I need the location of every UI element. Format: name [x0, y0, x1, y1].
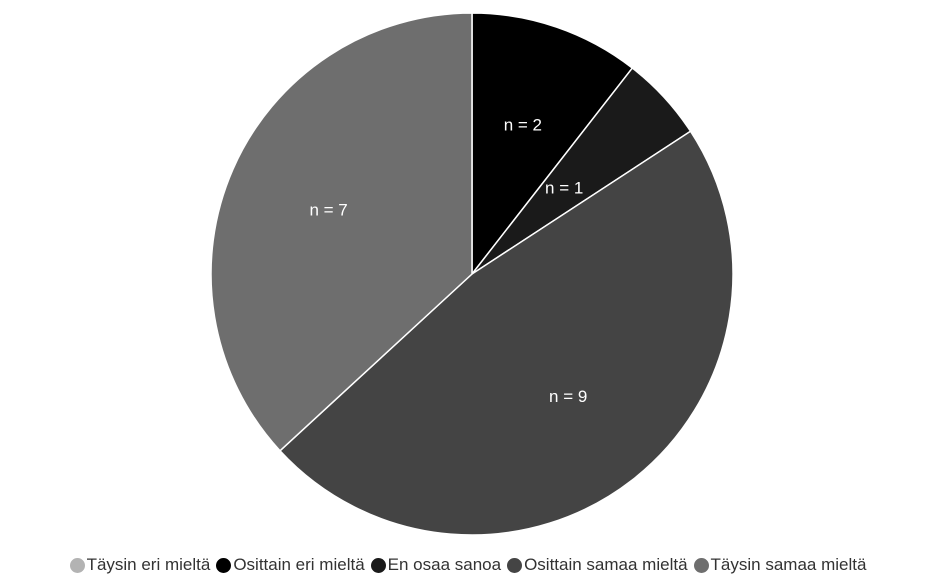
- legend-item-5: Täysin samaa mieltä: [693, 555, 867, 575]
- pie-slice-4: [278, 130, 734, 536]
- legend-label: En osaa sanoa: [387, 555, 502, 574]
- legend-label: Osittain eri mieltä: [233, 555, 365, 574]
- legend-label: Täysin eri mieltä: [86, 555, 211, 574]
- pie-slice-label-5: n = 7: [309, 201, 347, 220]
- pie-slice-label-2: n = 2: [504, 115, 542, 134]
- legend-label: Osittain samaa mieltä: [524, 555, 688, 574]
- legend-item-1: Täysin eri mieltä: [69, 555, 211, 575]
- legend-swatch-icon: [69, 557, 85, 573]
- pie-slice-label-4: n = 9: [549, 387, 587, 406]
- legend-item-4: Osittain samaa mieltä: [507, 555, 688, 575]
- legend-swatch-icon: [693, 557, 709, 573]
- legend-label: Täysin samaa mieltä: [710, 555, 867, 574]
- pie-slice-2: [471, 12, 634, 277]
- legend-item-3: En osaa sanoa: [370, 555, 502, 575]
- pie-chart-svg: n = 2 n = 1 n = 9 n = 7: [210, 12, 734, 536]
- legend-swatch-icon: [216, 557, 232, 573]
- pie-slice-labels: n = 2 n = 1 n = 9 n = 7: [309, 115, 587, 406]
- legend-item-2: Osittain eri mieltä: [216, 555, 365, 575]
- pie-slice-5: [210, 12, 473, 452]
- legend-swatch-icon: [370, 557, 386, 573]
- pie-slices: [210, 12, 734, 536]
- pie-slice-label-3: n = 1: [545, 179, 583, 198]
- legend-swatch-icon: [507, 557, 523, 573]
- chart-legend: Täysin eri mieltä Osittain eri mieltä En o…: [0, 555, 936, 575]
